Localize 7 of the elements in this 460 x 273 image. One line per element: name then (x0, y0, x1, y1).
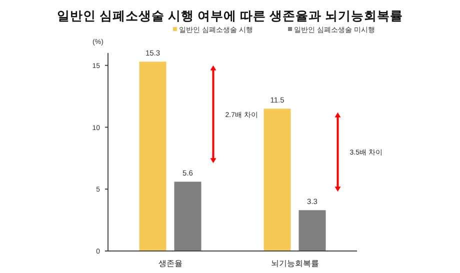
bar (139, 62, 166, 251)
x-tick-label: 뇌기능회복률 (270, 259, 319, 268)
x-tick-label: 생존율 (158, 259, 182, 268)
bar (298, 210, 326, 251)
bar (264, 108, 291, 251)
bar (174, 182, 202, 251)
chart-title: 일반인 심폐소생술 시행 여부에 따른 생존율과 뇌기능회복률 (57, 9, 403, 23)
